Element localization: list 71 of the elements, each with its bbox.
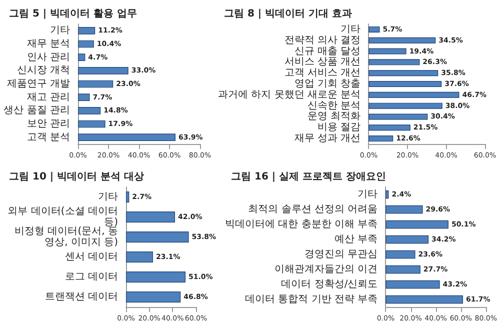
y-tick-label: 재고 관리 <box>26 92 70 103</box>
bar <box>78 27 96 34</box>
y-tick-label: 신속한 분석 <box>308 100 361 112</box>
text: 그림 8 | 빅데이터 기대 효과 <box>224 8 352 20</box>
bar <box>386 205 423 214</box>
bar <box>126 212 175 222</box>
bar <box>78 120 106 128</box>
bar <box>126 252 153 262</box>
bar <box>368 37 436 44</box>
y-tick-label: 이해관계자들간의 이견 <box>274 264 378 275</box>
bar <box>78 94 90 101</box>
bar <box>368 92 460 98</box>
y-tick-label: 데이터 통합적 기반 전략 부족 <box>244 294 378 305</box>
bar <box>386 280 440 289</box>
y-tick-label: 기타 <box>50 25 70 36</box>
bar <box>78 54 86 61</box>
y-tick-label: 신시장 개척 <box>16 65 70 76</box>
bar <box>78 67 128 74</box>
bar <box>386 220 448 229</box>
y-tick-label: 기타 <box>98 192 118 202</box>
bar <box>368 136 394 142</box>
y-tick-label: 제품연구 개발 <box>6 78 70 90</box>
y-tick-label: 예산 부족 <box>334 234 378 245</box>
bar <box>78 80 114 88</box>
bar <box>386 190 389 199</box>
y-tick-label: 비용 절감 <box>318 122 361 134</box>
y-tick-label: 경영진의 무관심 <box>304 249 378 260</box>
y-tick-label: 전략적 의사 결정 <box>284 34 361 46</box>
y-tick-label: 트랜잭션 데이터 <box>44 292 118 302</box>
bar <box>368 81 442 87</box>
y-tick-label: 기타 <box>358 189 378 200</box>
y-tick-label: 센서 데이터 <box>64 252 118 262</box>
bar <box>78 107 101 114</box>
bar <box>126 272 186 282</box>
bar <box>368 48 406 54</box>
bar <box>368 70 438 76</box>
bar <box>126 192 130 202</box>
y-tick-label: 최적의 솔루션 선정의 어려움 <box>248 204 378 215</box>
y-tick-label: 인사 관리 <box>26 52 70 63</box>
bar <box>368 26 380 32</box>
bar <box>386 295 463 304</box>
y-tick-label: 과거에 하지 못했던 새로운 분석 <box>218 89 361 100</box>
chart-title: 그림 10 | 빅데이터 분석 대상 <box>9 172 144 182</box>
chart-title: 그림 16 | 실제 프로젝트 장애요인 <box>231 172 386 182</box>
bar <box>368 114 428 120</box>
y-tick-label: 고객 분석 <box>26 132 70 143</box>
y-tick-label: 생산 품질 관리 <box>4 105 70 116</box>
y-tick-label: 재무 분석 <box>26 38 70 50</box>
y-tick-label: 빅데이터에 대한 충분한 이해 부족 <box>224 219 378 230</box>
bar <box>386 250 416 259</box>
bar <box>386 265 420 274</box>
y-tick-label: 운영 최적화 <box>308 111 361 122</box>
y-tick-label: 영업 기회 창출 <box>294 78 361 90</box>
y-tick-label: 고객 서비스 개선 <box>284 68 361 79</box>
y-tick-label: 비정형 데이터(문서, 동영상, 이미지 등) <box>14 226 118 248</box>
bar <box>386 235 429 244</box>
bar <box>126 232 189 242</box>
bar <box>126 292 181 302</box>
y-tick-label: 보안 관리 <box>26 118 70 130</box>
y-tick-label: 로그 데이터 <box>64 272 118 282</box>
y-tick-label: 기타 <box>340 24 361 35</box>
y-tick-label: 데이터 정확성/신뢰도 <box>281 279 378 290</box>
y-tick-label: 신규 매출 달성 <box>294 46 361 57</box>
y-tick-label: 재무 성과 개선 <box>294 133 361 144</box>
bar <box>78 134 176 141</box>
bar <box>368 59 420 66</box>
y-tick-label: 서비스 상품 개선 <box>284 56 361 68</box>
chart-title: 그림 5 | 빅데이터 활용 업무 <box>9 8 138 20</box>
bar <box>78 40 94 48</box>
bar <box>368 124 410 131</box>
bar <box>368 102 442 109</box>
